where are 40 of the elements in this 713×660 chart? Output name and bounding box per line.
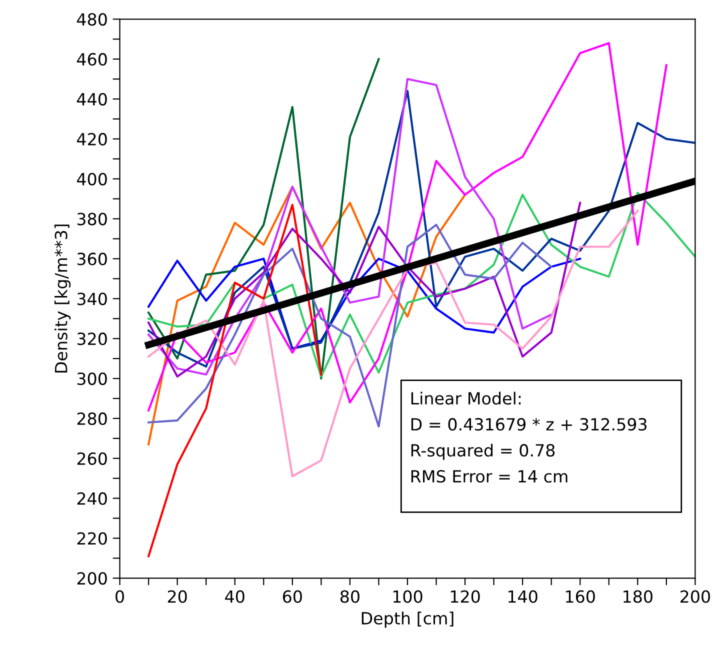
- y-tick-label: 340: [77, 292, 107, 306]
- line-series: [148, 192, 696, 378]
- annotation: R-squared = 0.78: [411, 444, 555, 460]
- x-tick-label: 100: [393, 590, 422, 603]
- y-tick-label: 360: [77, 252, 107, 266]
- x-tick-label: 40: [225, 590, 244, 603]
- x-tick-label: 120: [450, 590, 480, 603]
- x-tick-label: 0: [116, 590, 124, 603]
- line-series: [148, 258, 582, 350]
- y-tick-label: 480: [76, 13, 107, 26]
- line-series: [148, 90, 696, 368]
- x-tick-label: 20: [168, 590, 187, 603]
- x-tick-label: 140: [508, 590, 538, 603]
- y-tick-label: 300: [77, 372, 107, 386]
- y-tick-label: 240: [77, 492, 107, 505]
- y-tick-label: 420: [76, 132, 107, 146]
- line-series: [148, 78, 552, 376]
- annotation: Linear Model:: [411, 392, 521, 405]
- x-tick-label: 200: [680, 590, 710, 603]
- y-tick-label: 280: [77, 412, 107, 426]
- line-series: [148, 202, 582, 378]
- line-series: [148, 58, 380, 380]
- x-tick-label: 60: [282, 590, 302, 603]
- y-tick-label: 200: [77, 572, 107, 585]
- line-series: [148, 42, 668, 412]
- y-tick-label: 320: [77, 332, 107, 346]
- y-tick-label: 440: [76, 92, 107, 106]
- y-axis-title: Density [kg/m**3]: [54, 224, 71, 373]
- annotation: D = 0.431679 * z + 312.593: [411, 418, 647, 431]
- x-axis-title: Depth [cm]: [362, 612, 454, 628]
- annotation: RMS Error = 14 cm: [411, 470, 568, 483]
- line-series: [148, 204, 322, 558]
- y-tick-label: 460: [76, 53, 107, 66]
- x-tick-label: 80: [340, 590, 360, 603]
- y-tick-label: 400: [76, 172, 107, 186]
- x-tick-label: 180: [624, 590, 652, 603]
- y-tick-label: 220: [77, 532, 107, 545]
- y-tick-label: 380: [77, 212, 107, 226]
- y-tick-label: 260: [77, 452, 107, 465]
- x-tick-label: 160: [566, 590, 595, 603]
